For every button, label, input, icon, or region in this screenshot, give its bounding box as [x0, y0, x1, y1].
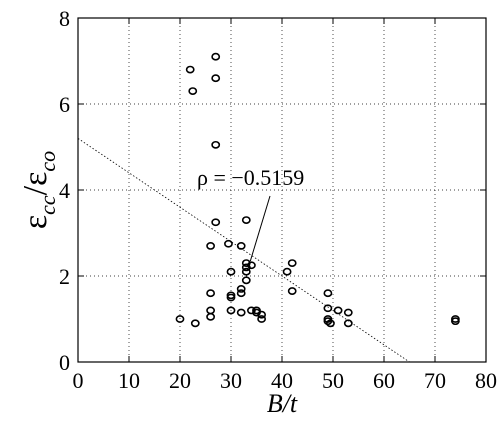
data-point — [226, 267, 236, 276]
data-point — [206, 289, 215, 298]
axis-ticks: 0 10 20 30 40 50 60 70 80 0 2 4 6 8 — [59, 6, 497, 393]
annotation-arrow — [249, 195, 271, 262]
y-tick-label: 8 — [59, 6, 70, 31]
annotation-text: ρ = −0.5159 — [197, 165, 304, 190]
data-point — [190, 319, 200, 328]
data-point — [211, 140, 221, 149]
data-point — [236, 241, 246, 250]
data-point — [206, 312, 215, 321]
data-point — [246, 261, 256, 270]
x-tick-label: 70 — [424, 368, 446, 393]
trend-line — [77, 138, 410, 363]
data-point — [287, 287, 297, 295]
data-point — [241, 276, 251, 285]
x-tick-label: 50 — [322, 368, 344, 393]
data-point — [257, 315, 266, 323]
x-tick-label: 20 — [169, 368, 191, 393]
data-points — [175, 52, 460, 328]
x-tick-label: 60 — [373, 368, 395, 393]
data-point — [211, 74, 221, 83]
annotation: ρ = −0.5159 — [197, 165, 304, 262]
y-label-subscript: co — [35, 151, 60, 172]
data-point — [236, 308, 246, 317]
data-point — [236, 284, 246, 293]
y-tick-label: 2 — [59, 264, 70, 289]
data-point — [175, 315, 185, 323]
y-label-symbol: ε — [17, 215, 54, 229]
x-tick-label: 40 — [271, 368, 293, 393]
y-label-symbol: / — [17, 185, 54, 195]
x-tick-label: 0 — [73, 368, 84, 393]
data-point — [211, 52, 221, 61]
data-point — [282, 267, 292, 276]
data-point — [226, 293, 236, 302]
data-point — [206, 241, 215, 250]
y-axis-label: εcc/εco — [17, 151, 60, 229]
data-point — [343, 308, 353, 317]
x-axis-label: B/t — [267, 389, 298, 418]
grid — [78, 18, 486, 362]
x-tick-label: 80 — [475, 368, 497, 393]
data-point — [323, 317, 333, 326]
y-axis-label-text: εcc/εco — [17, 151, 60, 229]
data-point — [257, 310, 266, 319]
data-point — [326, 319, 335, 328]
data-point — [450, 317, 460, 326]
data-point — [323, 289, 333, 298]
y-tick-label: 6 — [59, 92, 70, 117]
x-tick-label: 10 — [118, 368, 140, 393]
data-point — [323, 304, 333, 313]
trend-line-group — [77, 138, 410, 363]
data-point — [252, 306, 261, 315]
data-point — [241, 267, 251, 276]
y-label-subscript: cc — [35, 195, 60, 215]
data-point — [224, 239, 233, 248]
y-label-symbol: ε — [17, 172, 54, 186]
data-point — [333, 306, 343, 315]
data-point — [287, 259, 297, 267]
data-point — [226, 306, 236, 315]
x-tick-label: 30 — [220, 368, 242, 393]
y-tick-label: 0 — [59, 350, 70, 375]
data-point — [343, 319, 353, 328]
data-point — [211, 218, 221, 227]
data-point — [188, 87, 198, 95]
data-point — [185, 65, 195, 74]
data-point — [236, 289, 246, 298]
y-tick-label: 4 — [59, 178, 70, 203]
data-point — [241, 216, 251, 224]
data-point — [206, 306, 215, 315]
